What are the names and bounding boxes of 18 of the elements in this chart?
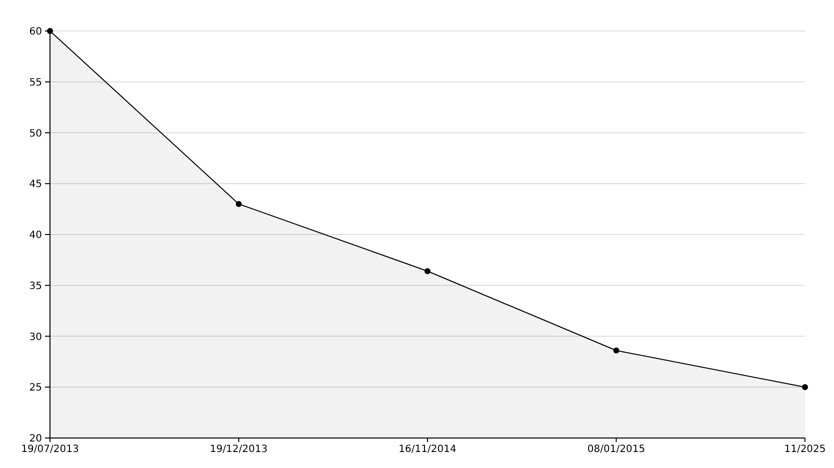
- y-tick-label: 25: [29, 382, 42, 394]
- y-tick-label: 40: [29, 230, 42, 241]
- point: [613, 347, 620, 354]
- point: [236, 200, 242, 207]
- point: [424, 268, 430, 274]
- y-tick-label: 50: [29, 128, 42, 140]
- x-tick-label: 08/01/2015: [587, 444, 646, 455]
- point: [802, 384, 808, 390]
- x-tick-label: 19/12/2013: [210, 444, 268, 455]
- y-tick-label: 30: [29, 332, 42, 343]
- y-tick-label: 20: [29, 434, 42, 444]
- x-tick-label: 16/11/2014: [398, 444, 456, 455]
- y-tick-label: 55: [29, 77, 42, 88]
- y-tick-label: 45: [29, 179, 42, 190]
- y-tick-label: 60: [29, 26, 42, 38]
- y-tick-label: 35: [29, 280, 42, 292]
- x-tick-label: 19/07/2013: [21, 444, 79, 455]
- x-tick-label: 11/2025: [784, 444, 826, 455]
